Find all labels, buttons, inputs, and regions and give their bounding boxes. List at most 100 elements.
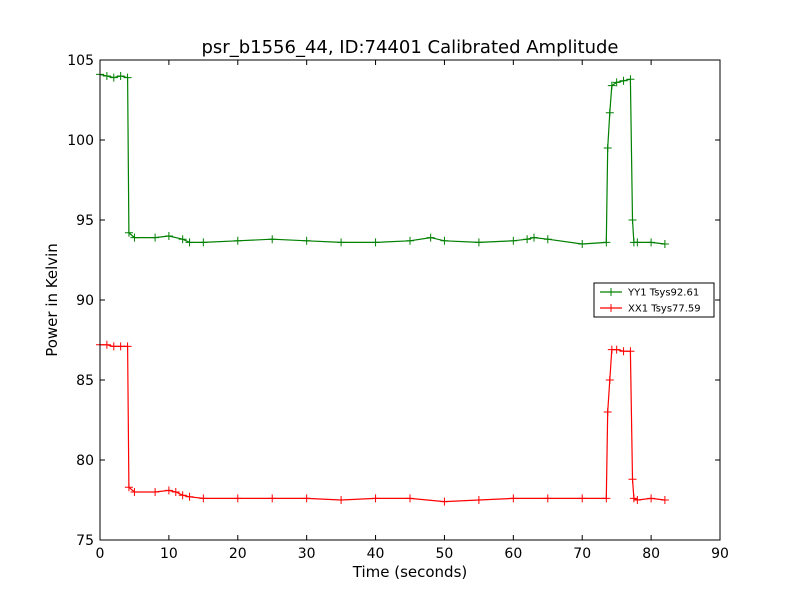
data-point xyxy=(603,144,612,152)
data-point xyxy=(605,376,614,384)
data-point xyxy=(199,494,208,503)
y-tick-label: 100 xyxy=(67,133,94,149)
data-point xyxy=(109,342,118,351)
data-point xyxy=(607,81,616,90)
series-0 xyxy=(96,70,669,248)
data-point xyxy=(406,494,414,503)
data-point xyxy=(130,488,139,496)
y-tick-label: 90 xyxy=(76,293,94,309)
data-point xyxy=(302,236,311,245)
legend-box xyxy=(593,282,715,318)
data-point xyxy=(602,238,611,247)
y-tick-label: 75 xyxy=(76,533,94,549)
y-tick-label: 80 xyxy=(76,453,94,469)
data-point xyxy=(474,238,483,247)
data-point xyxy=(233,236,242,245)
data-point xyxy=(371,238,380,247)
series-line xyxy=(99,73,665,245)
data-point xyxy=(647,238,656,247)
x-tick-label: 20 xyxy=(229,546,247,562)
data-point xyxy=(406,236,414,245)
x-tick-label: 40 xyxy=(367,546,385,562)
series-1 xyxy=(96,340,669,506)
data-point xyxy=(371,494,380,503)
data-point xyxy=(268,494,277,503)
data-point xyxy=(164,486,173,495)
data-point xyxy=(124,228,133,237)
data-point xyxy=(619,347,628,356)
data-point xyxy=(268,235,277,244)
data-point xyxy=(178,491,187,500)
data-point xyxy=(123,342,132,351)
y-tick-label: 105 xyxy=(67,53,94,69)
legend-item: XX1 Tsys77.59 xyxy=(600,304,701,315)
data-point xyxy=(123,73,132,82)
data-point xyxy=(578,240,587,248)
data-point xyxy=(474,496,483,504)
data-point xyxy=(151,233,160,242)
data-point xyxy=(660,496,669,504)
data-point xyxy=(543,494,552,503)
x-tick-label: 70 xyxy=(573,546,591,562)
x-axis-label: Time (seconds) xyxy=(352,563,468,581)
data-point xyxy=(185,238,194,247)
series-line xyxy=(100,344,665,503)
data-point xyxy=(628,475,637,484)
data-point xyxy=(530,233,538,242)
legend-marker xyxy=(607,304,615,312)
data-point xyxy=(612,345,621,354)
legend-label: YY1 Tsys92.61 xyxy=(627,288,699,299)
x-tick-label: 60 xyxy=(504,546,522,562)
data-point xyxy=(612,78,621,87)
data-point xyxy=(116,342,125,351)
data-point xyxy=(647,494,656,503)
data-point xyxy=(124,483,133,492)
data-point xyxy=(603,408,612,416)
data-point xyxy=(151,488,160,496)
data-point xyxy=(509,236,518,245)
y-tick-label: 85 xyxy=(76,373,94,389)
legend: YY1 Tsys92.61 XX1 Tsys77.59 xyxy=(593,282,715,318)
data-point xyxy=(116,72,125,80)
data-point xyxy=(440,236,449,245)
data-point xyxy=(171,488,180,496)
data-point xyxy=(523,235,532,244)
y-axis-label: Power in Kelvin xyxy=(43,243,61,357)
data-point xyxy=(543,235,552,244)
data-point xyxy=(178,235,187,244)
legend-marker xyxy=(607,288,615,296)
data-point xyxy=(509,494,518,503)
data-point xyxy=(440,497,449,506)
data-point xyxy=(619,76,628,85)
x-tick-label: 80 xyxy=(642,546,660,562)
data-point xyxy=(199,238,208,247)
data-point xyxy=(578,494,587,503)
data-point xyxy=(130,233,139,242)
data-point xyxy=(302,494,311,503)
data-point xyxy=(628,216,637,224)
data-point xyxy=(626,75,635,84)
x-tick-label: 50 xyxy=(436,546,454,562)
data-point xyxy=(109,73,118,82)
data-point xyxy=(602,494,611,503)
x-tick-label: 10 xyxy=(160,546,178,562)
data-point xyxy=(626,347,635,356)
legend-label: XX1 Tsys77.59 xyxy=(628,304,701,315)
axis-ticks: 0 10 20 30 40 50 60 70 80 90 75 80 85 90 95 100 105 xyxy=(67,53,729,562)
data-point xyxy=(102,72,111,80)
chart-title: psr_b1556_44, ID:74401 Calibrated Amplit… xyxy=(202,37,619,58)
data-point xyxy=(337,496,346,504)
x-tick-label: 0 xyxy=(96,546,105,562)
data-point xyxy=(185,492,194,501)
data-point xyxy=(426,233,435,242)
data-point xyxy=(605,108,614,117)
data-point xyxy=(660,240,669,248)
data-point xyxy=(629,494,638,503)
data-point xyxy=(164,232,173,240)
data-point xyxy=(633,238,642,247)
x-tick-label: 30 xyxy=(298,546,316,562)
data-point xyxy=(233,494,242,503)
x-tick-label: 90 xyxy=(711,546,729,562)
data-point xyxy=(337,238,346,247)
